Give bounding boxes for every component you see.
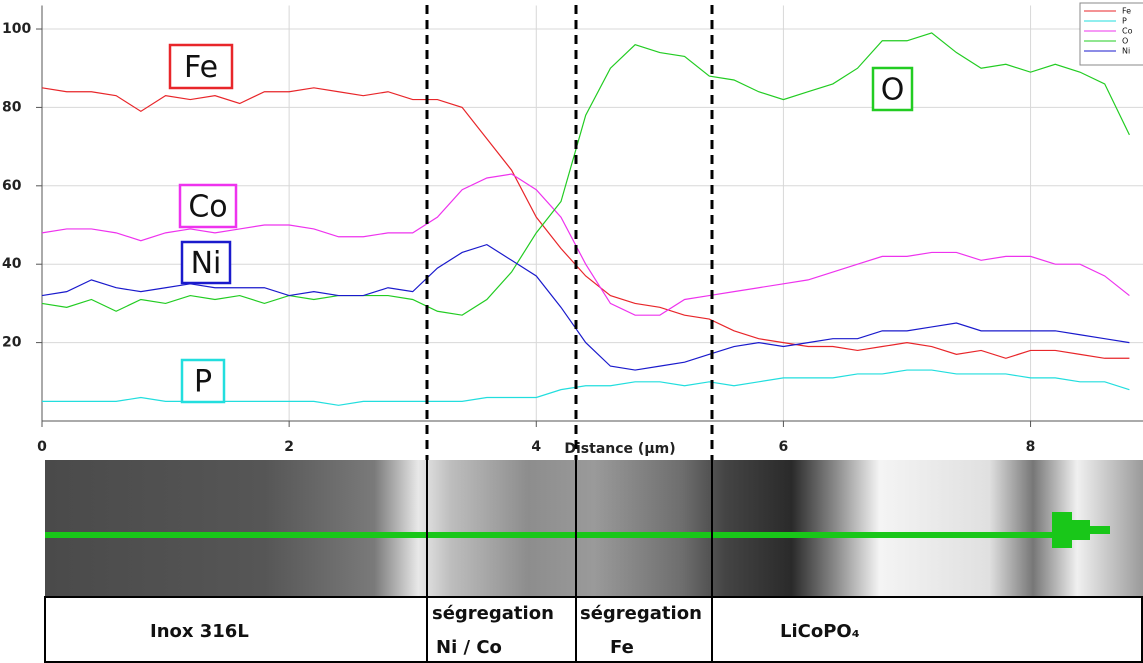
legend-label: Ni [1122,47,1130,56]
element-box [180,240,232,285]
legend-label: Co [1122,27,1133,36]
y-tick-label: 40 [2,256,22,272]
series-line [41,173,1130,316]
x-tick-label: 6 [779,439,789,455]
boundaries-solid [426,460,713,663]
region-label: Fe [610,637,634,658]
element-box [180,358,226,404]
series-line [41,32,1130,316]
sem-image [45,460,1143,597]
x-tick-label: 0 [37,439,47,455]
element-box [871,66,914,112]
region-label: Ni / Co [436,637,502,658]
y-tick-label: 20 [2,335,22,351]
element-label: Ni [191,246,222,281]
element-label: P [194,365,212,400]
scan-line [45,532,1055,538]
y-tick-label: 80 [2,99,22,115]
scan-end [1052,512,1110,548]
x-tick-label: 8 [1026,439,1036,455]
element-label: Fe [184,50,218,85]
x-tick-label: 2 [284,439,294,455]
y-tick-label: 60 [2,178,22,194]
x-tick-label: 4 [531,439,541,455]
series-line [41,243,1130,371]
legend-label: Fe [1122,7,1131,16]
series-line [41,87,1130,359]
element-box [178,183,238,229]
region-labels: Inox 316L ségregation Ni / Co ségregation Fe… [150,603,860,658]
region-label: ségregation [580,603,702,624]
legend-label: P [1122,17,1127,26]
region-table [44,596,1143,663]
y-tick-label: 100 [2,21,31,37]
region-label: ségregation [432,603,554,624]
legend-box [1079,2,1143,66]
element-box [168,43,234,90]
legend-label: O [1122,37,1128,46]
region-label: LiCoPO₄ [780,621,860,642]
element-label: O [881,73,905,108]
element-label: Co [188,190,227,225]
boundaries [425,5,714,460]
table-border [44,596,1143,663]
x-axis-label: Distance (µm) [564,441,675,457]
region-label: Inox 316L [150,621,249,642]
